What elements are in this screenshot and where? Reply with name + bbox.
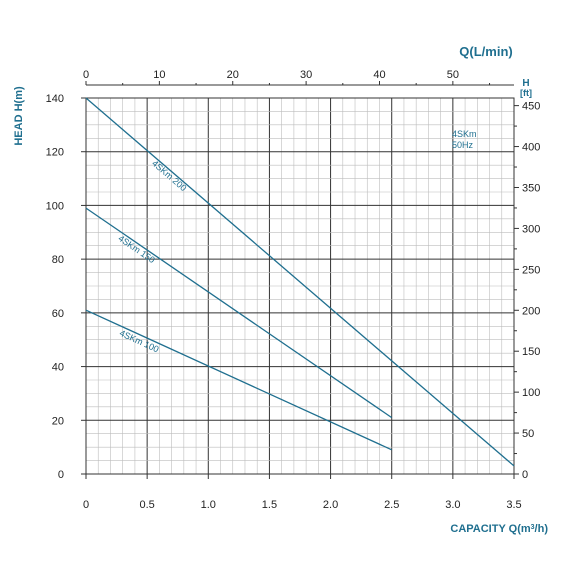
bottom-tick-label: 1.5	[262, 499, 277, 511]
right-tick-label: 400	[522, 142, 540, 154]
bottom-tick-label: 0	[83, 499, 89, 511]
right-tick-label: 200	[522, 305, 540, 317]
curve-4skm-150	[85, 207, 393, 419]
right-tick-label: 300	[522, 223, 540, 235]
bottom-tick-label: 2.5	[384, 499, 399, 511]
model-label: 4SKm	[452, 129, 477, 139]
top-tick-label: 20	[227, 69, 239, 81]
frequency-label: 50Hz	[452, 140, 474, 150]
bottom-tick-label: 3.0	[445, 499, 460, 511]
top-tick-label: 40	[373, 69, 385, 81]
y-axis-title: HEAD H(m)	[13, 86, 25, 146]
top-tick-label: 0	[83, 69, 89, 81]
right-tick-label: 250	[522, 264, 540, 276]
left-tick-label: 40	[52, 362, 64, 374]
left-tick-label: 140	[46, 93, 64, 105]
left-tick-label: 60	[52, 308, 64, 320]
top-axis-title: Q(L/min)	[459, 44, 512, 59]
curve-4skm-200	[85, 97, 515, 467]
grid	[85, 97, 515, 475]
left-tick-label: 100	[46, 200, 64, 212]
left-tick-label: 0	[58, 469, 64, 481]
right-tick-label: 150	[522, 346, 540, 358]
series-label: 4SKm 200	[150, 158, 188, 193]
right-tick-label: 100	[522, 387, 540, 399]
left-tick-label: 80	[52, 254, 64, 266]
bottom-tick-label: 1.0	[201, 499, 216, 511]
curve-4skm-100	[85, 309, 392, 451]
performance-curves	[85, 97, 515, 467]
right-tick-label: 0	[522, 469, 528, 481]
right-axis-unit: [ft]	[520, 88, 532, 98]
left-tick-label: 120	[46, 147, 64, 159]
top-tick-label: 50	[447, 69, 459, 81]
right-tick-label: 450	[522, 101, 540, 113]
right-tick-label: 50	[522, 428, 534, 440]
top-tick-label: 10	[153, 69, 165, 81]
left-tick-label: 20	[52, 415, 64, 427]
axes	[81, 81, 519, 479]
tick-labels: 0 10 20 30 40 5005010015020025030035040045002…	[46, 69, 541, 511]
right-tick-label: 350	[522, 182, 540, 194]
plot-frame	[85, 97, 515, 475]
top-tick-label: 30	[300, 69, 312, 81]
x-axis-title: CAPACITY Q(m3/h)	[450, 523, 548, 535]
bottom-tick-label: 3.5	[506, 499, 521, 511]
bottom-tick-label: 2.0	[323, 499, 338, 511]
bottom-tick-label: 0.5	[139, 499, 154, 511]
right-axis-title: H	[522, 78, 529, 89]
